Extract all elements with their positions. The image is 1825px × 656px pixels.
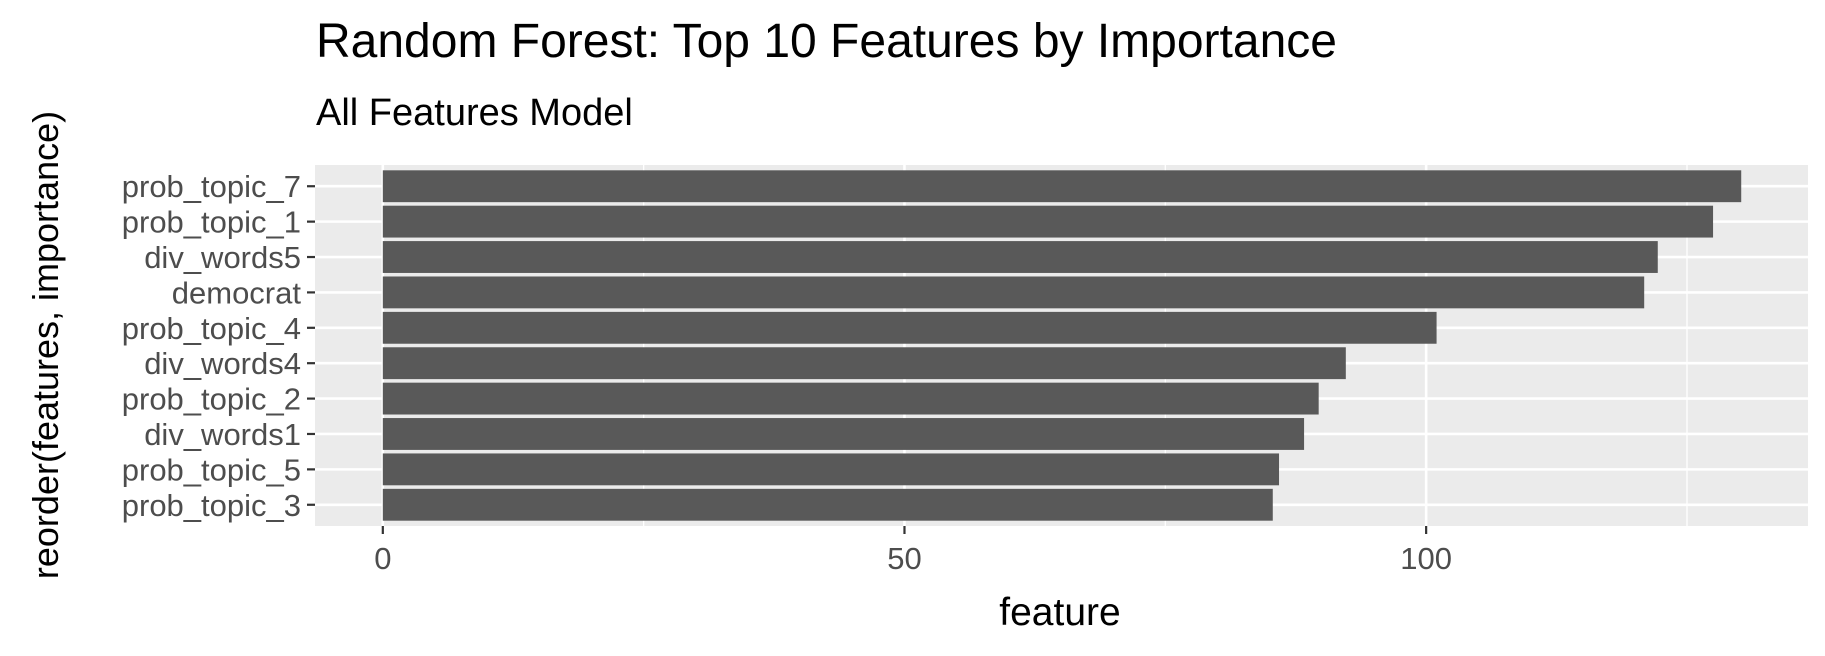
bar-div_words1 (382, 418, 1305, 450)
bar-prob_topic_1 (382, 205, 1714, 238)
y-tick-label: div_words1 (144, 417, 301, 452)
y-tick-label: prob_topic_2 (122, 382, 301, 417)
y-tick-label: democrat (172, 275, 302, 310)
x-tick-label: 100 (1400, 541, 1452, 576)
y-tick-label: prob_topic_5 (122, 452, 301, 487)
y-tick-label: prob_topic_1 (122, 205, 301, 240)
bars (382, 170, 1742, 521)
bar-prob_topic_2 (382, 382, 1319, 415)
x-tick-label: 50 (887, 541, 921, 576)
x-axis-label: feature (999, 591, 1120, 634)
y-tick-label: div_words4 (144, 346, 301, 381)
bar-prob_topic_3 (382, 488, 1273, 521)
bar-prob_topic_4 (382, 311, 1437, 344)
bar-democrat (382, 276, 1645, 309)
y-tick-label: div_words5 (144, 240, 301, 275)
y-tick-label: prob_topic_4 (122, 311, 301, 346)
y-tick-label: prob_topic_3 (122, 488, 301, 523)
x-axis: 0 50 100 (374, 526, 1452, 576)
y-axis-label: reorder(features, importance) (25, 111, 66, 579)
bar-prob_topic_5 (382, 453, 1280, 486)
chart-subtitle: All Features Model (316, 92, 633, 134)
bar-div_words5 (382, 241, 1658, 273)
x-tick-label: 0 (374, 541, 391, 576)
chart-title: Random Forest: Top 10 Features by Import… (316, 15, 1337, 68)
bar-prob_topic_7 (382, 170, 1742, 203)
y-axis: prob_topic_7prob_topic_1div_words5democr… (122, 169, 315, 523)
bar-div_words4 (382, 347, 1346, 380)
y-tick-label: prob_topic_7 (122, 169, 301, 204)
